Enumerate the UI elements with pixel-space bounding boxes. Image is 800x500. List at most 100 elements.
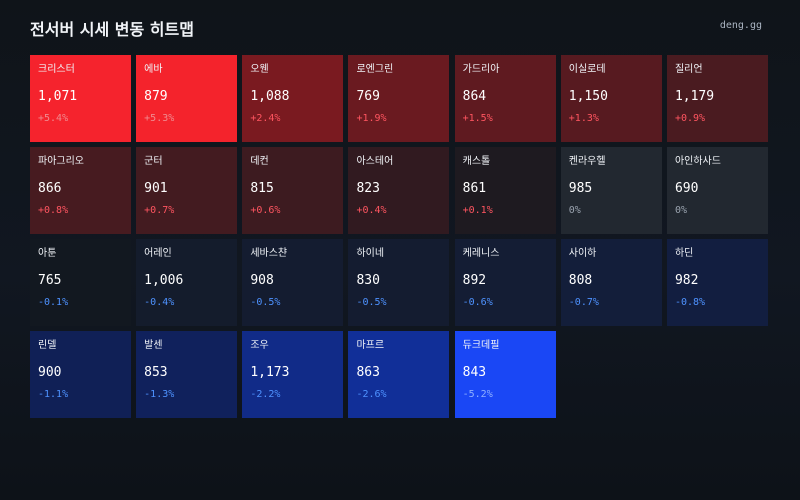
server-name: 군터 xyxy=(144,156,163,167)
server-name: 어레인 xyxy=(144,248,172,259)
server-price: 1,150 xyxy=(568,89,608,104)
server-price: 1,006 xyxy=(144,273,184,288)
server-name: 사이하 xyxy=(568,248,597,259)
price-change: +0.6% xyxy=(250,205,281,216)
server-name: 파아그리오 xyxy=(38,156,84,167)
server-name: 오웬 xyxy=(250,64,269,75)
page-header: 전서버 시세 변동 히트맵 deng.gg xyxy=(30,16,770,44)
server-name: 린델 xyxy=(38,340,57,351)
server-tile[interactable]: 어레인 1,006 -0.4% xyxy=(136,239,238,326)
price-change: +0.1% xyxy=(462,205,493,216)
server-tile[interactable]: 데컨 815 +0.6% xyxy=(242,147,344,234)
server-tile[interactable]: 하딘 982 -0.8% xyxy=(666,239,768,326)
price-change: +0.4% xyxy=(356,205,387,216)
server-tile[interactable]: 듀크데필 843 -5.2% xyxy=(454,331,556,418)
price-change: -5.2% xyxy=(462,389,493,400)
server-name: 조우 xyxy=(250,340,269,351)
server-name: 데컨 xyxy=(250,156,269,167)
price-change: -0.6% xyxy=(462,297,493,308)
server-tile[interactable]: 린델 900 -1.1% xyxy=(30,331,131,418)
page-title: 전서버 시세 변동 히트맵 xyxy=(30,20,194,39)
server-name: 아스테어 xyxy=(356,156,394,167)
server-price: 863 xyxy=(356,365,380,380)
server-tile[interactable]: 세바스챤 908 -0.5% xyxy=(242,239,344,326)
server-tile[interactable]: 케레니스 892 -0.6% xyxy=(454,239,556,326)
server-tile[interactable]: 조우 1,173 -2.2% xyxy=(242,331,344,418)
server-price: 892 xyxy=(462,273,487,288)
server-name: 마프르 xyxy=(356,340,385,351)
server-tile[interactable]: 군터 901 +0.7% xyxy=(136,147,238,234)
server-name: 하딘 xyxy=(674,248,694,259)
server-tile[interactable]: 마프르 863 -2.6% xyxy=(348,331,450,418)
price-change: +1.5% xyxy=(462,113,493,124)
server-price: 815 xyxy=(250,181,274,196)
server-price: 1,173 xyxy=(250,365,290,380)
server-tile[interactable]: 발센 853 -1.3% xyxy=(136,331,238,418)
server-price: 765 xyxy=(38,273,62,288)
server-tile[interactable]: 파아그리오 866 +0.8% xyxy=(30,147,131,234)
server-name: 캐스톨 xyxy=(462,156,491,167)
server-price: 830 xyxy=(356,273,380,288)
server-name: 이실로테 xyxy=(568,64,606,75)
server-price: 853 xyxy=(144,365,168,380)
price-change: 0% xyxy=(568,205,581,216)
server-price: 901 xyxy=(144,181,168,196)
price-change: -0.5% xyxy=(250,297,281,308)
server-name: 에바 xyxy=(144,64,163,75)
server-tile[interactable]: 캐스톨 861 +0.1% xyxy=(454,147,556,234)
server-tile[interactable]: 하이네 830 -0.5% xyxy=(348,239,450,326)
server-tile[interactable]: 가드리아 864 +1.5% xyxy=(454,55,556,142)
server-price: 808 xyxy=(568,273,593,288)
server-name: 하이네 xyxy=(356,248,385,259)
server-price: 1,179 xyxy=(674,89,715,104)
server-tile[interactable]: 크리스터 1,071 +5.4% xyxy=(30,55,131,142)
server-tile[interactable]: 에바 879 +5.3% xyxy=(136,55,238,142)
price-change: -1.3% xyxy=(144,389,175,400)
price-change: -0.7% xyxy=(568,297,599,308)
price-change: +1.3% xyxy=(568,113,599,124)
server-price: 1,071 xyxy=(38,89,78,104)
server-tile[interactable]: 아인하사드 690 0% xyxy=(666,147,768,234)
server-tile[interactable]: 로엔그린 769 +1.9% xyxy=(348,55,450,142)
price-change: -2.6% xyxy=(356,389,387,400)
server-name: 아툰 xyxy=(38,248,57,259)
price-change: -0.4% xyxy=(144,297,175,308)
server-tile[interactable]: 켄라우헬 985 0% xyxy=(560,147,662,234)
server-tile[interactable]: 아툰 765 -0.1% xyxy=(30,239,131,326)
server-tile[interactable]: 아스테어 823 +0.4% xyxy=(348,147,450,234)
price-change: +2.4% xyxy=(250,113,281,124)
server-price: 823 xyxy=(356,181,380,196)
heatmap-grid: 크리스터 1,071 +5.4% 에바 879 +5.3% 오웬 1,088 +2.4% 로엔그린… xyxy=(30,55,768,435)
server-price: 843 xyxy=(462,365,487,380)
server-name: 로엔그린 xyxy=(356,64,394,75)
server-price: 985 xyxy=(568,181,593,196)
server-name: 가드리아 xyxy=(462,64,500,75)
server-price: 866 xyxy=(38,181,62,196)
server-name: 듀크데필 xyxy=(462,340,500,351)
price-change: +0.7% xyxy=(144,205,175,216)
server-price: 864 xyxy=(462,89,487,104)
price-change: -0.5% xyxy=(356,297,387,308)
server-price: 1,088 xyxy=(250,89,290,104)
price-change: -0.1% xyxy=(38,297,69,308)
server-tile[interactable]: 질리언 1,179 +0.9% xyxy=(666,55,768,142)
price-change: -0.8% xyxy=(674,297,706,308)
price-change: +0.9% xyxy=(674,113,706,124)
server-name: 케레니스 xyxy=(462,248,500,259)
server-tile[interactable]: 이실로테 1,150 +1.3% xyxy=(560,55,662,142)
server-name: 켄라우헬 xyxy=(568,156,606,167)
price-change: +5.3% xyxy=(144,113,175,124)
price-change: +0.8% xyxy=(38,205,69,216)
brand-label: deng.gg xyxy=(719,20,762,31)
server-name: 발센 xyxy=(144,340,163,351)
server-name: 크리스터 xyxy=(38,64,75,75)
price-change: +1.9% xyxy=(356,113,387,124)
server-price: 908 xyxy=(250,273,274,288)
server-tile[interactable]: 사이하 808 -0.7% xyxy=(560,239,662,326)
price-change: +5.4% xyxy=(38,113,69,124)
server-price: 690 xyxy=(674,181,699,196)
server-tile[interactable]: 오웬 1,088 +2.4% xyxy=(242,55,344,142)
server-name: 질리언 xyxy=(674,64,703,75)
server-price: 769 xyxy=(356,89,380,104)
server-price: 879 xyxy=(144,89,168,104)
